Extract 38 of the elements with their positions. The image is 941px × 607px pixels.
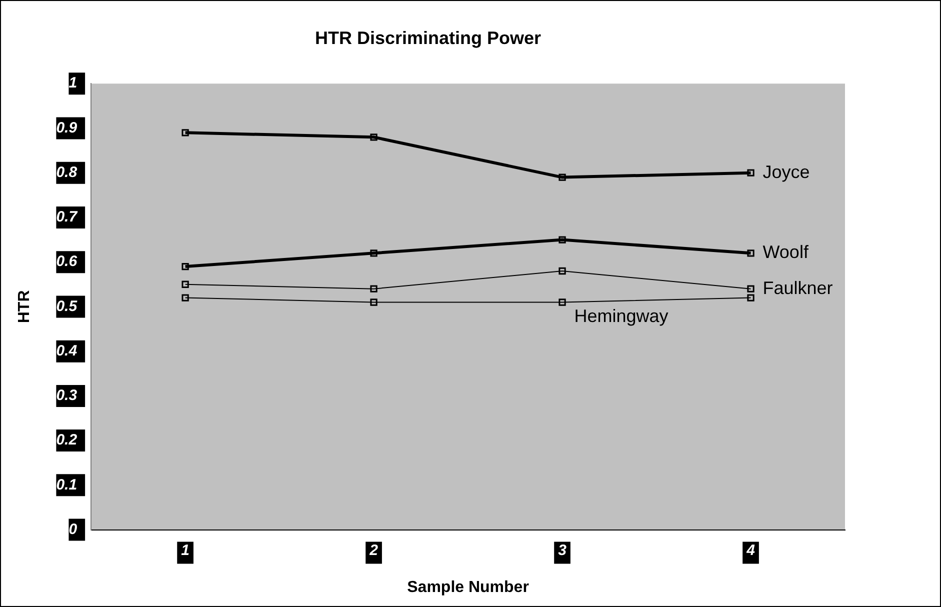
y-tick-label: 0.3 — [56, 387, 78, 404]
y-tick-label: 0.1 — [56, 476, 78, 494]
y-tick-label: 0.2 — [56, 432, 78, 449]
series-label: Woolf — [762, 242, 810, 262]
point — [182, 129, 189, 136]
point — [558, 236, 566, 244]
point — [370, 298, 378, 306]
x-tick-label: 2 — [368, 542, 379, 559]
y-tick-label: 0.6 — [56, 253, 78, 270]
point — [558, 267, 566, 275]
y-tick-label: 0.4 — [56, 342, 78, 360]
point — [370, 250, 378, 257]
chart-title: HTR Discriminating Power — [314, 28, 542, 48]
y-tick-label: 0.7 — [56, 208, 78, 226]
point — [747, 294, 754, 302]
y-tick-label: 1 — [68, 74, 78, 92]
point — [558, 174, 566, 181]
x-tick-label: 4 — [746, 542, 756, 559]
series-label: Hemingway — [574, 306, 668, 326]
x-axis-title: Sample Number — [407, 578, 529, 596]
series-label: Faulkner — [762, 278, 833, 298]
point — [558, 298, 566, 306]
y-tick-label: 0.5 — [56, 298, 78, 315]
y-tick-label: 0 — [68, 520, 78, 538]
y-tick-label: 0.9 — [56, 119, 78, 136]
point — [747, 285, 754, 292]
y-axis-title: HTR — [16, 290, 34, 324]
point — [370, 285, 378, 292]
y-tick-label: 0.8 — [56, 164, 78, 181]
point — [182, 294, 189, 302]
x-tick-label: 1 — [181, 542, 190, 559]
point — [747, 169, 754, 176]
point — [747, 250, 754, 257]
point — [182, 262, 189, 270]
series-label: Joyce — [762, 162, 810, 182]
point — [182, 280, 189, 288]
point — [370, 134, 378, 141]
x-tick-label: 3 — [558, 542, 568, 559]
